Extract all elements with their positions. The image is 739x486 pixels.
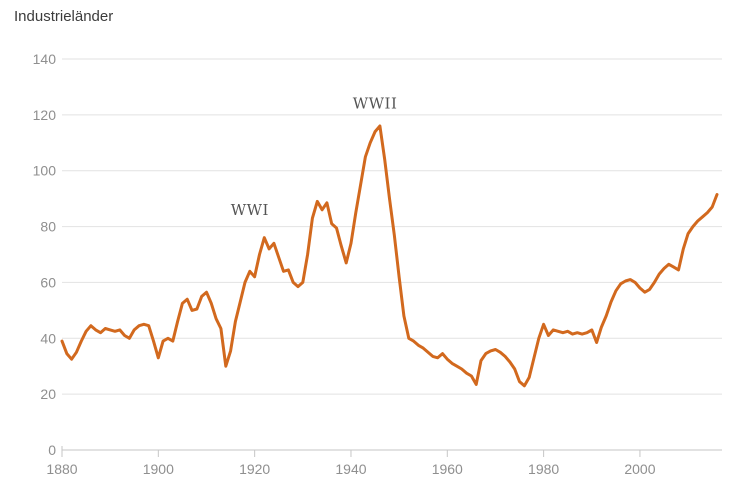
y-axis-label: 120 [33,107,57,123]
y-axis-label: 100 [33,163,57,179]
series-line [60,124,719,388]
annotation-wwii: WWII [353,95,398,113]
chart-title: Industrieländer [14,8,114,25]
x-axis-label: 1960 [432,461,463,477]
x-axis-label: 1940 [335,461,366,477]
x-axis-label: 2000 [624,461,655,477]
y-axis-label: 60 [40,274,56,290]
annotation-wwi: WWI [231,201,269,219]
y-axis-label: 40 [40,330,56,346]
x-axis-label: 1920 [239,461,270,477]
y-axis-label: 140 [33,51,57,67]
x-axis-label: 1900 [143,461,174,477]
x-axis-label: 1880 [46,461,77,477]
x-axis-label: 1980 [528,461,559,477]
y-axis-label: 20 [40,386,56,402]
y-axis-label: 0 [48,442,56,458]
y-axis-label: 80 [40,219,56,235]
